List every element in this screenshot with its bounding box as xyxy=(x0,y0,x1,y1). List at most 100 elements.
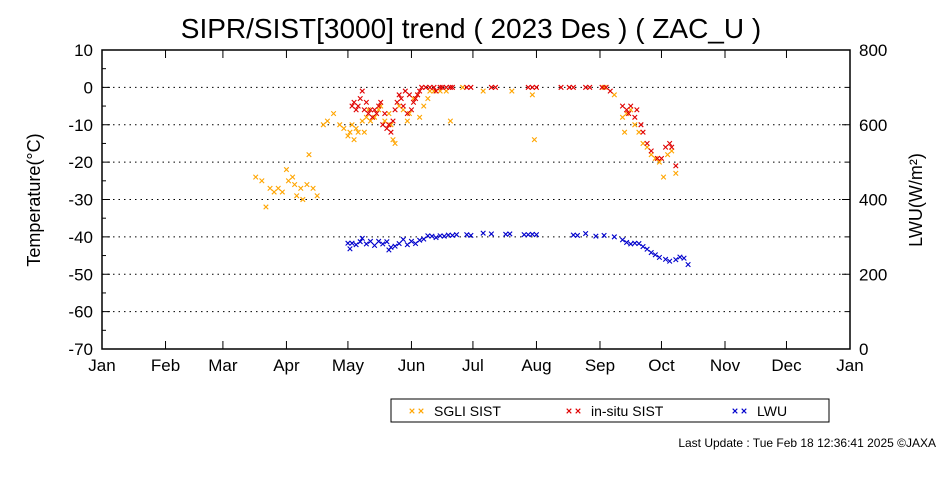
data-point xyxy=(480,230,486,236)
data-point xyxy=(439,84,445,91)
data-point xyxy=(388,129,394,135)
y-tick-label: -70 xyxy=(68,340,93,359)
data-point xyxy=(371,114,378,120)
data-point xyxy=(357,95,363,102)
x-tick-label: Feb xyxy=(151,356,180,375)
data-point xyxy=(285,178,292,184)
data-point xyxy=(361,107,368,113)
data-point xyxy=(421,103,427,109)
data-point xyxy=(603,84,609,91)
data-point xyxy=(416,237,423,243)
data-point xyxy=(433,88,439,94)
legend-marker xyxy=(732,408,738,414)
data-point xyxy=(673,163,679,169)
data-point xyxy=(384,125,390,132)
series-sgli-sist xyxy=(253,84,679,210)
data-point xyxy=(388,122,394,128)
data-point xyxy=(431,84,437,91)
legend-marker xyxy=(566,408,572,414)
y2-tick-label: 400 xyxy=(859,191,887,210)
data-point xyxy=(359,235,365,242)
x-tick-label: Dec xyxy=(771,356,802,375)
data-point xyxy=(404,110,411,117)
data-point xyxy=(425,95,431,102)
data-point xyxy=(640,243,646,250)
data-point xyxy=(621,129,628,135)
data-point xyxy=(628,103,634,109)
data-point xyxy=(263,204,269,210)
data-point xyxy=(386,110,392,117)
data-point xyxy=(267,185,273,191)
data-point xyxy=(392,107,398,113)
data-point xyxy=(351,137,357,143)
data-point xyxy=(291,181,298,188)
x-tick-label: Jan xyxy=(836,356,863,375)
data-point xyxy=(611,234,618,240)
data-point xyxy=(371,107,378,113)
data-point xyxy=(423,84,429,91)
y-tick-label: -40 xyxy=(68,228,93,247)
y2-tick-label: 200 xyxy=(859,265,887,284)
chart-title: SIPR/SIST[3000] trend ( 2023 Des ) ( ZAC… xyxy=(181,13,761,44)
data-point xyxy=(306,151,312,158)
data-point xyxy=(345,240,351,246)
legend-label: LWU xyxy=(757,403,787,419)
legend-marker xyxy=(741,408,747,414)
data-point xyxy=(388,244,394,251)
data-point xyxy=(429,233,435,239)
data-point xyxy=(449,232,456,239)
data-point xyxy=(289,174,296,180)
data-point xyxy=(367,107,374,113)
data-point xyxy=(468,232,474,239)
y-tick-label: -60 xyxy=(68,303,93,322)
data-point xyxy=(380,241,386,247)
data-point xyxy=(402,88,408,94)
y2-tick-label: 0 xyxy=(859,340,868,359)
data-point xyxy=(447,84,454,91)
data-point xyxy=(416,114,423,120)
data-point xyxy=(443,84,449,91)
data-point xyxy=(406,92,413,98)
y2-axis-ticks: 800 600 400 200 0 xyxy=(842,41,887,359)
data-point xyxy=(529,84,536,91)
data-point xyxy=(347,129,353,135)
data-point xyxy=(570,84,577,91)
legend: SGLI SIST in-situ SIST LWU xyxy=(390,398,830,423)
y-tick-label: 10 xyxy=(74,41,93,60)
data-point xyxy=(623,107,630,113)
x-tick-label: May xyxy=(332,356,365,375)
y2-axis-label: LWU(W/m²) xyxy=(906,153,926,247)
data-point xyxy=(400,103,406,109)
data-point xyxy=(253,174,259,180)
data-point xyxy=(464,84,470,91)
data-point xyxy=(677,254,683,260)
data-point xyxy=(398,95,404,102)
data-point xyxy=(464,231,470,238)
data-point xyxy=(656,254,663,261)
data-point xyxy=(447,118,454,124)
data-point xyxy=(582,230,589,237)
data-point xyxy=(300,196,306,203)
x-tick-label: Jun xyxy=(398,356,425,375)
data-point xyxy=(632,114,638,120)
data-point xyxy=(521,231,527,238)
data-point xyxy=(330,110,337,117)
x-tick-label: Sep xyxy=(585,356,615,375)
data-point xyxy=(685,261,691,268)
data-point xyxy=(279,189,286,195)
x-tick-label: Aug xyxy=(521,356,551,375)
data-point xyxy=(488,231,495,237)
data-point xyxy=(619,103,626,109)
data-point xyxy=(259,178,265,184)
data-point xyxy=(453,231,460,238)
data-point xyxy=(355,103,361,109)
data-point xyxy=(681,255,687,261)
data-point xyxy=(658,155,665,162)
data-point xyxy=(636,240,642,247)
data-point xyxy=(298,185,304,191)
data-point xyxy=(412,95,419,102)
data-point xyxy=(652,155,659,162)
data-point xyxy=(654,155,661,162)
data-point xyxy=(357,239,363,245)
data-point xyxy=(601,232,607,239)
